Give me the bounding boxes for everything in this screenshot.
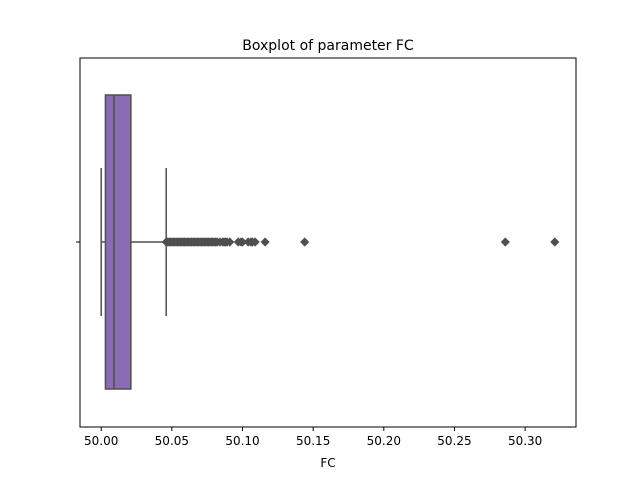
x-tick-label: 50.10 xyxy=(225,434,259,448)
outlier-point xyxy=(500,237,510,247)
chart-title: Boxplot of parameter FC xyxy=(242,38,414,54)
iqr-box xyxy=(104,94,132,390)
outlier-point xyxy=(300,237,310,247)
x-tick-label: 50.00 xyxy=(84,434,118,448)
x-axis-ticks: 50.00 50.05 50.10 50.15 50.20 50.25 50.30 xyxy=(76,241,542,448)
x-tick-label: 50.25 xyxy=(437,434,471,448)
x-tick-label: 50.05 xyxy=(155,434,189,448)
x-axis-label: FC xyxy=(320,456,335,470)
x-tick-label: 50.30 xyxy=(508,434,542,448)
x-tick-label: 50.20 xyxy=(367,434,401,448)
outlier-point xyxy=(260,237,270,247)
outlier-point xyxy=(250,237,260,247)
outlier-point xyxy=(550,237,560,247)
outlier-point xyxy=(225,237,235,247)
plot-area xyxy=(79,57,577,428)
x-tick-label: 50.15 xyxy=(296,434,330,448)
